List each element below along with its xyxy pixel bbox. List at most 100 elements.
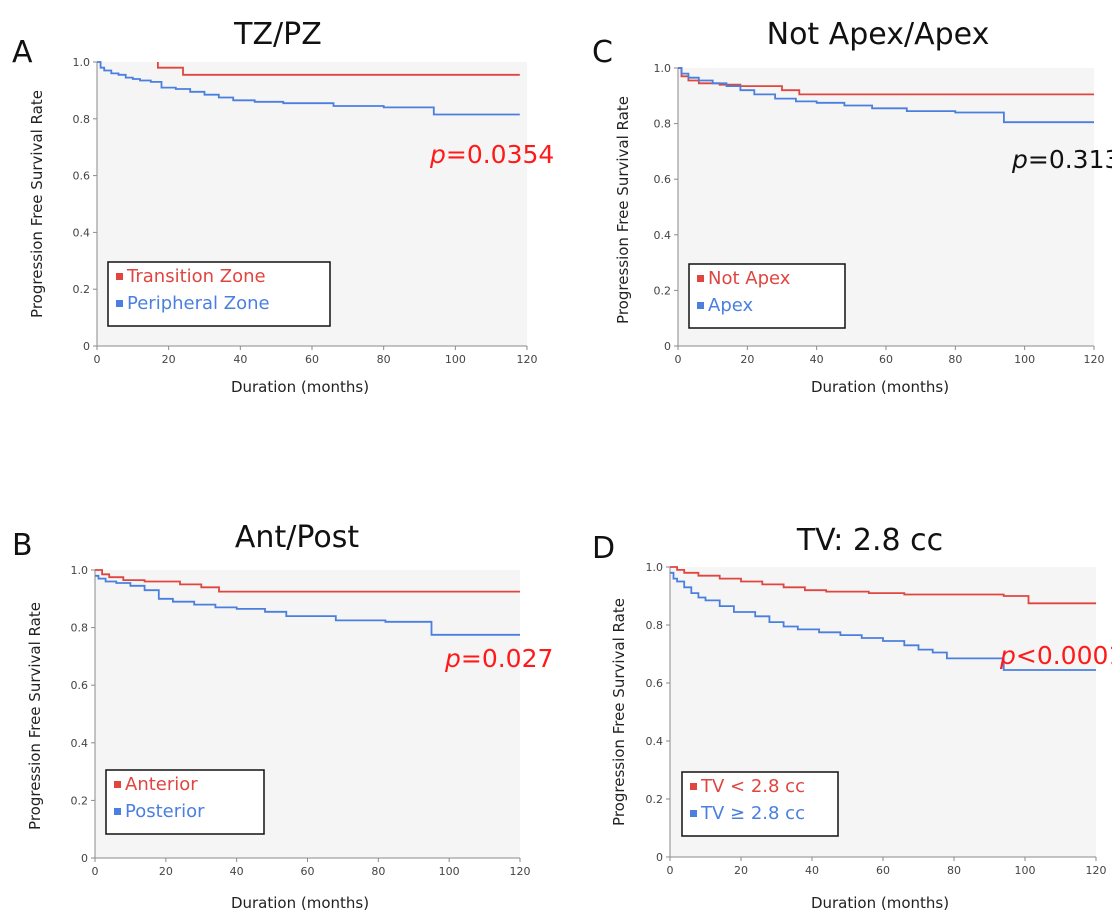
- x-tick-label: 20: [740, 353, 754, 366]
- x-tick-label: 0: [667, 864, 674, 877]
- y-tick-label: 1.0: [646, 561, 664, 574]
- x-tick-label: 80: [371, 865, 385, 878]
- x-axis-label: Duration (months): [231, 894, 369, 912]
- legend-label: Transition Zone: [126, 266, 266, 287]
- y-tick-label: 0.2: [654, 284, 672, 297]
- x-axis-label: Duration (months): [811, 378, 949, 396]
- legend-box: [688, 263, 846, 329]
- p-value-symbol: p: [999, 641, 1016, 670]
- panel-letter: A: [12, 35, 33, 70]
- x-tick-label: 60: [879, 353, 893, 366]
- x-tick-label: 20: [159, 865, 173, 878]
- y-tick-label: 0.8: [654, 118, 672, 131]
- p-value-symbol: p: [429, 140, 446, 169]
- panel-title: TV: 2.8 cc: [796, 523, 943, 558]
- panel-letter: B: [12, 528, 33, 563]
- p-value-number: =0.3135: [1028, 145, 1112, 174]
- x-tick-label: 120: [1086, 864, 1107, 877]
- panel-letter: C: [592, 35, 613, 70]
- legend-swatch: [114, 808, 121, 815]
- series-line-blue: [97, 61, 520, 116]
- panel-title: Not Apex/Apex: [767, 17, 990, 52]
- x-tick-label: 0: [94, 353, 101, 366]
- x-tick-label: 60: [876, 864, 890, 877]
- y-axis-label: Progression Free Survival Rate: [26, 602, 44, 830]
- y-axis-label: Progression Free Survival Rate: [28, 90, 46, 318]
- x-tick-label: 40: [805, 864, 819, 877]
- y-tick-label: 0.4: [71, 737, 89, 750]
- y-tick-label: 0.2: [71, 794, 89, 807]
- y-tick-label: 0: [656, 851, 663, 864]
- y-tick-label: 0.4: [654, 229, 672, 242]
- p-value-number: <0.0001: [1016, 641, 1112, 670]
- x-tick-label: 0: [92, 865, 99, 878]
- x-tick-label: 120: [510, 865, 531, 878]
- y-tick-label: 0.6: [73, 170, 91, 183]
- x-tick-label: 100: [439, 865, 460, 878]
- series-line-red: [157, 62, 520, 76]
- y-axis-label: Progression Free Survival Rate: [614, 96, 632, 324]
- x-tick-label: 20: [734, 864, 748, 877]
- legend-swatch: [690, 783, 697, 790]
- x-tick-label: 60: [301, 865, 315, 878]
- x-tick-label: 40: [230, 865, 244, 878]
- series-line-red: [95, 569, 520, 593]
- y-tick-label: 0.8: [71, 622, 89, 635]
- legend-swatch: [116, 273, 123, 280]
- y-tick-label: 0.4: [73, 226, 91, 239]
- legend-label: Not Apex: [708, 268, 791, 289]
- x-tick-label: 0: [675, 353, 682, 366]
- legend-swatch: [116, 300, 123, 307]
- legend-swatch: [114, 781, 121, 788]
- panel-letter: D: [592, 531, 615, 566]
- p-value: p=0.0354: [429, 140, 554, 169]
- legend: TV < 2.8 cc TV ≥ 2.8 cc: [681, 771, 839, 837]
- y-axis-label: Progression Free Survival Rate: [610, 598, 628, 826]
- x-axis-label: Duration (months): [811, 894, 949, 912]
- x-tick-label: 40: [810, 353, 824, 366]
- panel-a: 0 0.2 0.4 0.6 0.8 1.0 0 20 40 60 80 100 120 Duration …: [12, 17, 554, 396]
- p-value-symbol: p: [444, 644, 461, 673]
- legend-swatch: [690, 810, 697, 817]
- y-tick-label: 0: [83, 340, 90, 353]
- x-tick-label: 120: [1084, 353, 1105, 366]
- y-tick-label: 0.2: [646, 793, 664, 806]
- panel-d: 0 0.2 0.4 0.6 0.8 1.0 0 20 40 60 80 100 120 Duration …: [592, 523, 1112, 912]
- series-line-blue: [95, 574, 520, 636]
- y-tick-label: 1.0: [73, 56, 91, 69]
- x-tick-label: 100: [1015, 864, 1036, 877]
- x-tick-label: 80: [948, 353, 962, 366]
- y-tick-label: 0: [664, 340, 671, 353]
- y-tick-label: 0.4: [646, 735, 664, 748]
- legend-box: [681, 771, 839, 837]
- y-tick-label: 1.0: [654, 62, 672, 75]
- legend-label: Apex: [708, 295, 753, 316]
- y-tick-label: 0.2: [73, 283, 91, 296]
- series-line-blue: [678, 67, 1094, 124]
- legend: Transition Zone Peripheral Zone: [107, 261, 331, 327]
- legend-swatch: [697, 275, 704, 282]
- panel-b: 0 0.2 0.4 0.6 0.8 1.0 0 20 40 60 80 100 120 Duration …: [12, 520, 553, 912]
- y-tick-label: 0.6: [71, 679, 89, 692]
- x-tick-label: 60: [305, 353, 319, 366]
- x-tick-label: 120: [517, 353, 538, 366]
- x-tick-label: 100: [1014, 353, 1035, 366]
- p-value-symbol: p: [1011, 145, 1028, 174]
- legend: Not Apex Apex: [688, 263, 846, 329]
- p-value: p<0.0001: [999, 641, 1112, 670]
- legend-box: [107, 261, 331, 327]
- legend-label: Posterior: [125, 801, 205, 822]
- x-tick-label: 80: [377, 353, 391, 366]
- x-tick-label: 40: [233, 353, 247, 366]
- p-value-number: =0.027: [461, 644, 554, 673]
- p-value-number: =0.0354: [446, 140, 554, 169]
- y-tick-label: 0.8: [73, 113, 91, 126]
- legend: Anterior Posterior: [105, 769, 265, 835]
- legend-label: TV ≥ 2.8 cc: [700, 803, 805, 824]
- panel-title: Ant/Post: [235, 520, 359, 555]
- x-axis-label: Duration (months): [231, 378, 369, 396]
- legend-box: [105, 769, 265, 835]
- legend-label: TV < 2.8 cc: [700, 776, 805, 797]
- legend-label: Peripheral Zone: [127, 293, 270, 314]
